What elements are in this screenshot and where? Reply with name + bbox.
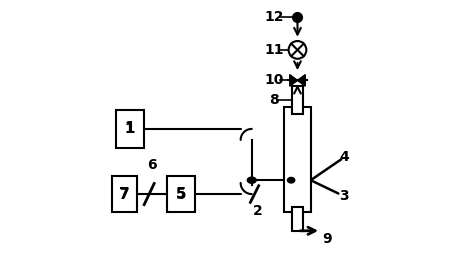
Text: 8: 8 — [269, 93, 279, 107]
Text: 5: 5 — [176, 187, 186, 201]
Text: 4: 4 — [339, 150, 349, 164]
Bar — [284, 107, 311, 212]
Polygon shape — [290, 74, 298, 86]
Ellipse shape — [247, 177, 256, 183]
Text: 12: 12 — [264, 10, 284, 24]
Text: 1: 1 — [124, 122, 135, 136]
Bar — [292, 86, 303, 114]
Ellipse shape — [288, 178, 295, 183]
Text: 2: 2 — [253, 204, 262, 218]
Text: 5: 5 — [176, 186, 186, 202]
Text: 10: 10 — [264, 73, 284, 87]
Text: 9: 9 — [322, 232, 332, 246]
Polygon shape — [298, 74, 305, 86]
Text: 11: 11 — [264, 43, 284, 57]
Text: 1: 1 — [125, 122, 135, 136]
Bar — [112, 176, 137, 212]
Bar — [116, 109, 144, 148]
Text: 7: 7 — [119, 187, 129, 201]
Text: 7: 7 — [119, 186, 130, 202]
Bar — [292, 207, 303, 231]
Text: 3: 3 — [339, 189, 349, 203]
Bar — [167, 176, 195, 212]
Text: 6: 6 — [147, 158, 157, 172]
